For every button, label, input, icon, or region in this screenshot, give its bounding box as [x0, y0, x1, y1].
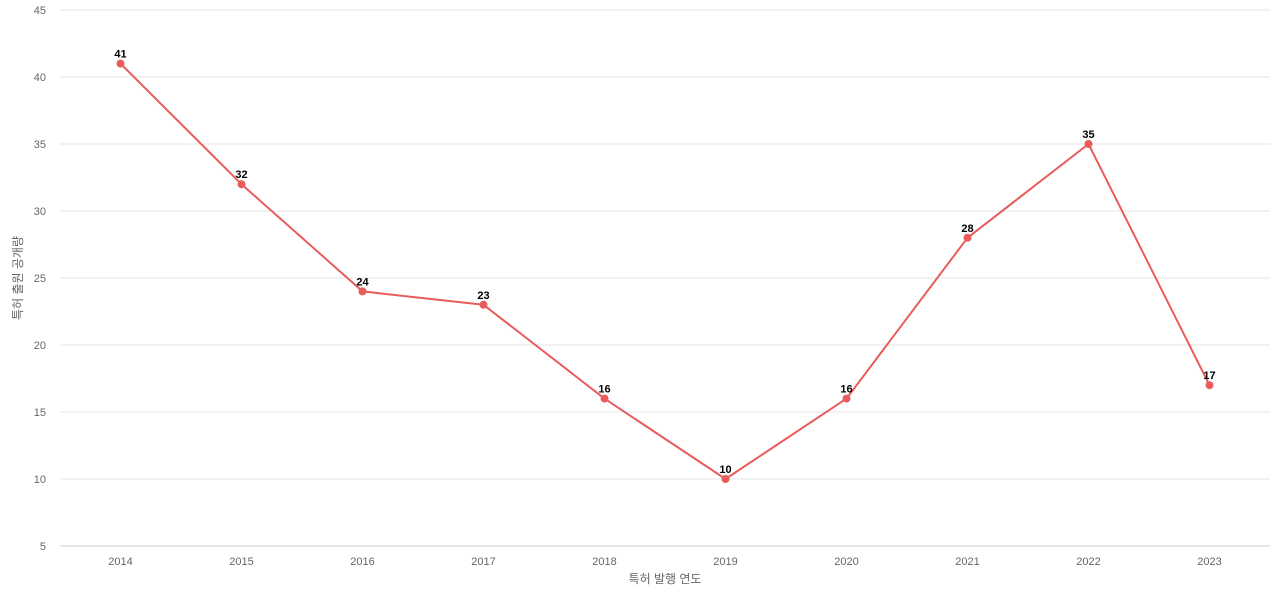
- x-tick-label: 2019: [713, 556, 737, 568]
- data-label: 32: [235, 169, 247, 181]
- data-point[interactable]: [721, 475, 730, 483]
- grid: [60, 9, 1270, 480]
- x-tick-label: 2015: [229, 556, 253, 568]
- x-tick-label: 2016: [350, 556, 374, 568]
- x-tick-label: 2018: [592, 556, 616, 568]
- series: [116, 59, 1214, 483]
- data-label: 35: [1082, 129, 1094, 141]
- x-tick-label: 2020: [834, 556, 858, 568]
- y-tick-label: 5: [40, 541, 46, 553]
- data-label: 17: [1203, 370, 1215, 382]
- x-tick-label: 2022: [1076, 556, 1100, 568]
- data-point[interactable]: [237, 180, 246, 189]
- y-tick-label: 35: [34, 139, 46, 151]
- axes: 5 10 15 20 25 30 35 40 45 2014 2015 2016 2017 2018 201…: [34, 5, 1270, 568]
- x-tick-label: 2021: [955, 556, 979, 568]
- x-tick-label: 2014: [108, 556, 132, 568]
- y-axis-title: 특허 출원 공개량: [11, 236, 25, 320]
- data-point[interactable]: [116, 59, 125, 68]
- data-point[interactable]: [479, 300, 488, 309]
- y-tick-label: 15: [34, 407, 46, 419]
- x-tick-label: 2017: [471, 556, 495, 568]
- y-tick-label: 40: [34, 72, 46, 84]
- y-tick-label: 30: [34, 206, 46, 218]
- data-label: 16: [598, 384, 610, 396]
- data-point[interactable]: [1205, 381, 1214, 390]
- data-point[interactable]: [358, 287, 367, 296]
- data-point[interactable]: [1084, 140, 1093, 148]
- series-line: [119, 62, 1211, 480]
- data-point[interactable]: [842, 394, 851, 403]
- y-tick-label: 45: [34, 5, 46, 17]
- data-label: 24: [356, 276, 369, 288]
- data-point[interactable]: [600, 394, 609, 403]
- y-tick-label: 25: [34, 273, 46, 285]
- x-tick-label: 2023: [1197, 556, 1221, 568]
- data-point[interactable]: [963, 233, 972, 242]
- y-tick-label: 20: [34, 340, 46, 352]
- y-tick-label: 10: [34, 474, 46, 486]
- data-label: 10: [719, 464, 731, 476]
- data-label: 16: [840, 384, 852, 396]
- data-label: 28: [961, 223, 973, 235]
- data-label: 23: [477, 290, 489, 302]
- x-axis-title: 특허 발행 연도: [629, 571, 702, 586]
- data-labels: 41 32 24 23 16 10 16 28 35 17: [114, 49, 1215, 476]
- data-label: 41: [114, 49, 126, 61]
